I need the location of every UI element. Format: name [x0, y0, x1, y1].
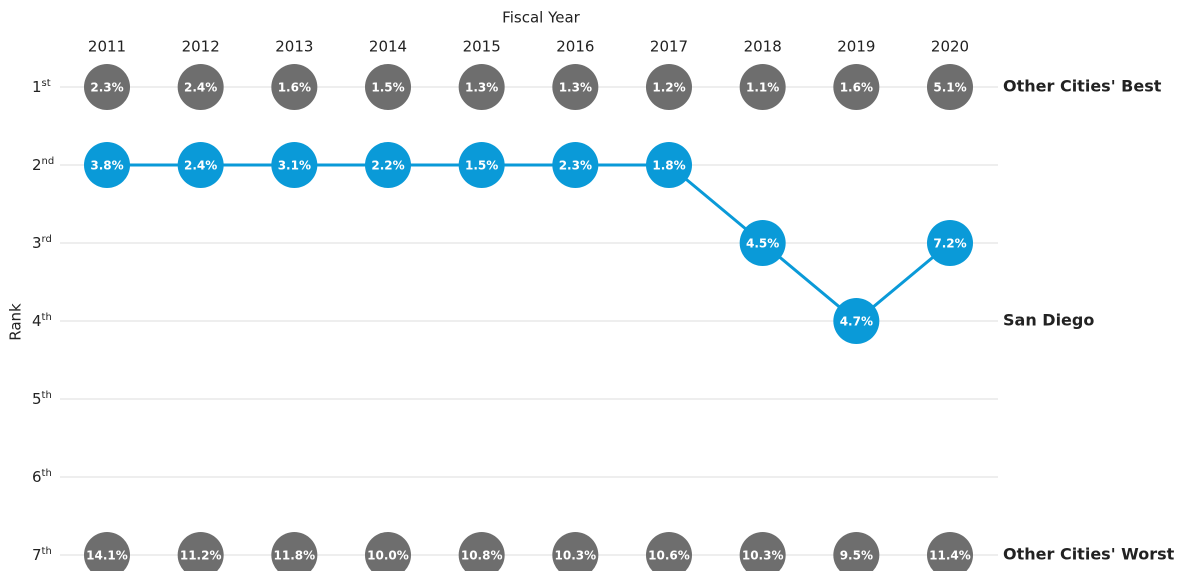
data-label: 1.6% — [278, 81, 311, 95]
data-label: 9.5% — [840, 549, 873, 563]
x-tick-label: 2017 — [650, 38, 688, 56]
data-label: 1.6% — [840, 81, 873, 95]
data-label: 3.1% — [278, 159, 311, 173]
data-label: 1.1% — [746, 81, 779, 95]
rank-marker — [84, 142, 130, 188]
y-tick-label: 2nd — [32, 156, 54, 174]
data-label: 1.2% — [652, 81, 685, 95]
data-label: 4.5% — [746, 237, 779, 251]
rank-marker — [271, 64, 318, 110]
data-label: 11.4% — [929, 549, 971, 563]
rank-marker — [84, 64, 130, 110]
x-tick-label: 2014 — [369, 38, 407, 56]
x-tick-label: 2011 — [88, 38, 126, 56]
y-tick-label: 6th — [32, 468, 52, 486]
series-line — [107, 163, 951, 323]
series-name: San Diego — [1003, 311, 1094, 330]
x-tick-label: 2019 — [837, 38, 875, 56]
data-label: 10.3% — [742, 549, 784, 563]
data-label: 2.3% — [559, 159, 592, 173]
rank-marker — [646, 532, 692, 571]
x-tick-label: 2013 — [275, 38, 313, 56]
data-label: 10.0% — [367, 549, 409, 563]
x-tick-label: 2015 — [463, 38, 501, 56]
y-tick-label: 7th — [32, 546, 52, 564]
y-tick-label: 5th — [32, 390, 52, 408]
rank-marker — [84, 532, 130, 571]
rank-marker — [739, 64, 786, 110]
data-label: 1.5% — [371, 81, 404, 95]
rank-marker — [552, 64, 599, 110]
rank-marker — [271, 532, 318, 571]
y-axis-label: Rank — [7, 303, 25, 341]
rank-marker — [646, 64, 692, 110]
data-label: 1.8% — [652, 159, 685, 173]
x-tick-label: 2012 — [182, 38, 220, 56]
rank-marker — [271, 142, 318, 188]
rank-marker — [646, 142, 692, 188]
data-label: 11.8% — [274, 549, 316, 563]
data-label: 10.6% — [648, 549, 690, 563]
rank-marker — [177, 142, 224, 188]
rank-marker — [927, 220, 973, 266]
chart-title: Fiscal Year — [502, 9, 580, 27]
rank-marker — [458, 142, 505, 188]
x-tick-label: 2018 — [744, 38, 782, 56]
y-tick-label: 4th — [32, 312, 52, 330]
rank-marker — [833, 532, 880, 571]
data-label: 2.4% — [184, 159, 217, 173]
data-label: 14.1% — [86, 549, 128, 563]
data-label: 1.3% — [465, 81, 498, 95]
series-name: Other Cities' Worst — [1003, 545, 1175, 564]
data-label: 2.4% — [184, 81, 217, 95]
data-label: 11.2% — [180, 549, 222, 563]
rank-marker — [833, 298, 880, 344]
rank-marker — [552, 142, 599, 188]
y-tick-label: 1st — [32, 78, 51, 96]
rank-marker — [458, 64, 505, 110]
data-label: 4.7% — [840, 315, 873, 329]
series-name: Other Cities' Best — [1003, 77, 1162, 96]
data-label: 10.3% — [555, 549, 597, 563]
rank-marker — [833, 64, 880, 110]
rank-marker — [365, 532, 411, 571]
data-label: 1.3% — [559, 81, 592, 95]
data-label: 5.1% — [933, 81, 966, 95]
x-tick-label: 2016 — [556, 38, 594, 56]
rank-marker — [927, 64, 973, 110]
data-label: 2.3% — [90, 81, 123, 95]
rank-marker — [177, 64, 224, 110]
rank-marker — [365, 64, 411, 110]
y-tick-label: 3rd — [32, 234, 52, 252]
rank-marker — [177, 532, 224, 571]
rank-marker — [739, 532, 786, 571]
x-tick-label: 2020 — [931, 38, 969, 56]
rank-marker — [927, 532, 973, 571]
rank-marker — [739, 220, 786, 266]
data-label: 10.8% — [461, 549, 503, 563]
data-label: 2.2% — [371, 159, 404, 173]
data-label: 3.8% — [90, 159, 123, 173]
rank-marker — [365, 142, 411, 188]
rank-marker — [458, 532, 505, 571]
data-label: 7.2% — [933, 237, 966, 251]
data-label: 1.5% — [465, 159, 498, 173]
rank-marker — [552, 532, 599, 571]
